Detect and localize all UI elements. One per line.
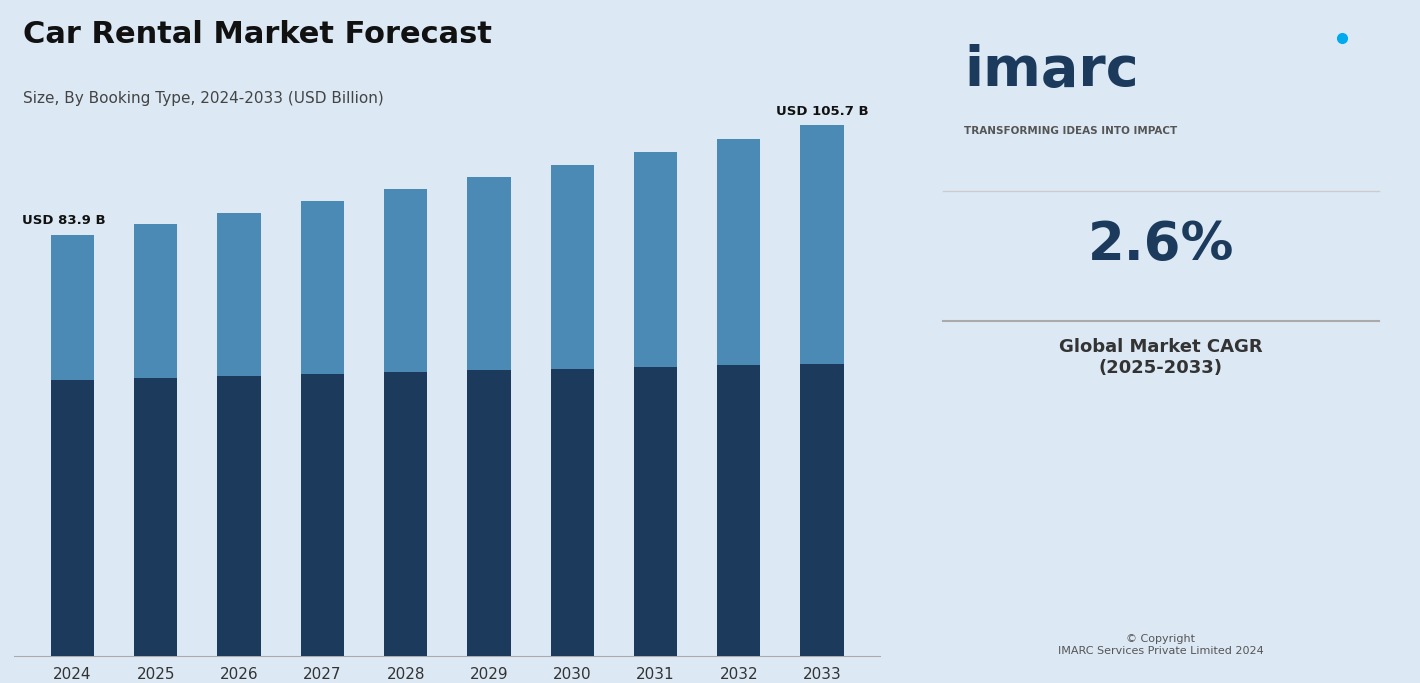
Bar [133, 224, 178, 378]
Bar [301, 374, 344, 656]
Bar [383, 372, 427, 656]
Text: imarc: imarc [964, 44, 1139, 98]
Bar [51, 380, 94, 656]
Bar [383, 189, 427, 372]
Bar [467, 370, 511, 656]
Bar [801, 364, 843, 656]
Text: Global Market CAGR
(2025-2033): Global Market CAGR (2025-2033) [1059, 338, 1262, 377]
Text: © Copyright
IMARC Services Private Limited 2024: © Copyright IMARC Services Private Limit… [1058, 634, 1264, 656]
Bar [301, 201, 344, 374]
Text: USD 83.9 B: USD 83.9 B [23, 214, 106, 227]
Bar [217, 376, 261, 656]
Bar [551, 165, 594, 369]
Bar [633, 367, 677, 656]
Bar [633, 152, 677, 367]
Legend: Offline Booking, Online Booking: Offline Booking, Online Booking [287, 682, 608, 683]
Bar [717, 139, 761, 365]
Bar [717, 365, 761, 656]
Text: Size, By Booking Type, 2024-2033 (USD Billion): Size, By Booking Type, 2024-2033 (USD Bi… [23, 91, 383, 106]
Text: Car Rental Market Forecast: Car Rental Market Forecast [23, 20, 491, 49]
Text: 2.6%: 2.6% [1088, 219, 1234, 270]
Text: TRANSFORMING IDEAS INTO IMPACT: TRANSFORMING IDEAS INTO IMPACT [964, 126, 1177, 137]
Bar [217, 212, 261, 376]
Bar [51, 235, 94, 380]
Text: USD 105.7 B: USD 105.7 B [775, 105, 869, 118]
Bar [133, 378, 178, 656]
Bar [801, 126, 843, 364]
Bar [551, 369, 594, 656]
Bar [467, 177, 511, 370]
